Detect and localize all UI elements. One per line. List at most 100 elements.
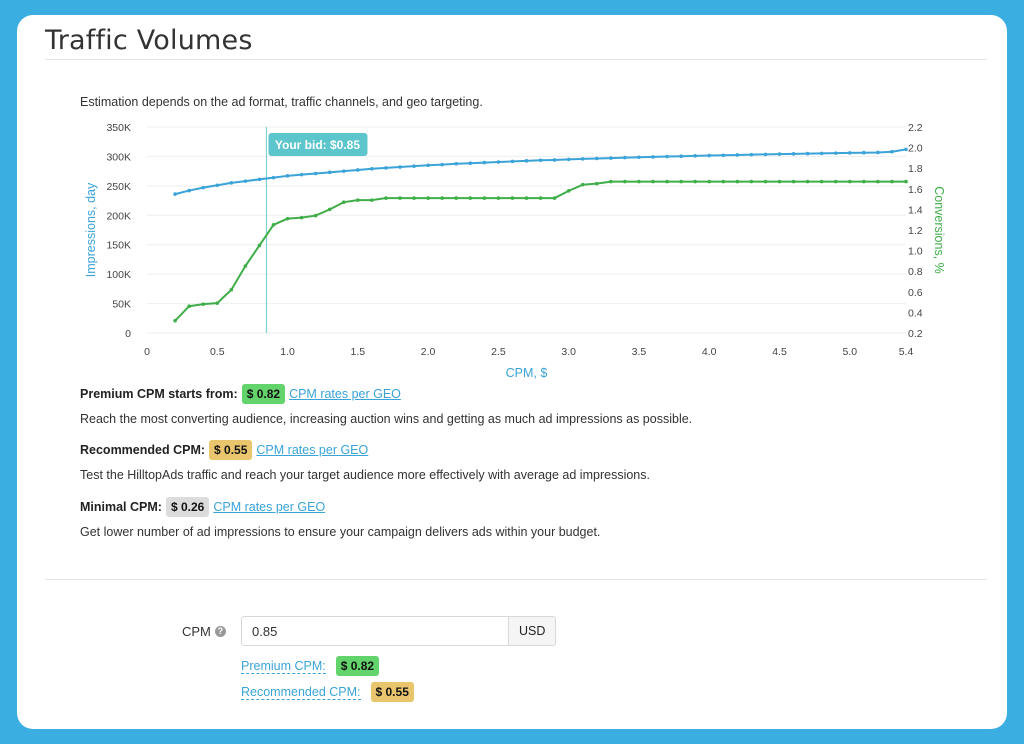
- help-icon[interactable]: ?: [214, 626, 226, 637]
- y-right-tick-label: 1.0: [908, 246, 923, 258]
- conversions-point: [721, 179, 726, 184]
- conversions-point: [538, 196, 543, 200]
- impressions-point: [679, 154, 683, 158]
- impressions-point: [187, 188, 191, 193]
- conversions-point: [862, 179, 866, 184]
- x-tick-label: 2.0: [421, 346, 436, 358]
- traffic-chart: 0 50K 100K 150K 200K 250K 300K 350K 0.2 0.4 0.6 0.8…: [84, 122, 946, 380]
- impressions-point: [496, 160, 501, 164]
- x-tick-label: 1.0: [280, 346, 295, 358]
- impressions-point: [299, 172, 304, 177]
- premium-cpm-block: Premium CPM starts from: $ 0.82 CPM rate…: [80, 384, 692, 426]
- conversions-point: [327, 207, 332, 212]
- conversions-point: [510, 196, 515, 200]
- y-left-tick-label: 300K: [106, 151, 131, 163]
- conversions-point: [187, 304, 191, 309]
- impressions-point: [524, 159, 529, 163]
- impressions-point: [215, 183, 220, 188]
- conversions-point: [243, 264, 248, 268]
- y-right-tick-label: 0.4: [908, 307, 923, 319]
- y-right-tick-label: 0.2: [908, 328, 923, 340]
- y-right-tick-label: 2.2: [908, 122, 923, 134]
- estimation-description: Estimation depends on the ad format, tra…: [80, 95, 483, 109]
- impressions-point: [651, 155, 655, 159]
- cpm-label-text: CPM: [182, 624, 211, 639]
- impressions-point: [580, 157, 585, 161]
- x-tick-label: 1.5: [351, 346, 366, 358]
- premium-cpm-text: Reach the most converting audience, incr…: [80, 412, 693, 426]
- y-right-tick-label: 1.8: [908, 163, 923, 175]
- x-tick-label: 3.0: [561, 346, 576, 358]
- recommended-cpm-geo-link[interactable]: CPM rates per GEO: [256, 443, 369, 457]
- impressions-point: [327, 170, 332, 175]
- impressions-point: [538, 158, 543, 163]
- cpm-input-group: USD: [241, 616, 557, 646]
- x-tick-label: 2.5: [491, 346, 506, 358]
- conversions-point: [524, 196, 529, 200]
- recommended-cpm-hint-link[interactable]: Recommended CPM:: [241, 684, 361, 700]
- conversions-point: [679, 179, 683, 184]
- y-left-tick-label: 100K: [106, 269, 131, 281]
- conversions-point: [876, 179, 880, 184]
- conversions-point: [313, 213, 318, 218]
- impressions-point: [313, 171, 318, 176]
- conversions-point: [791, 179, 796, 184]
- impressions-point: [468, 161, 473, 165]
- impressions-point: [173, 192, 177, 196]
- y-left-tick-label: 250K: [106, 181, 131, 193]
- conversions-point: [594, 181, 599, 186]
- x-tick-label: 5.0: [842, 346, 857, 358]
- conversions-point: [609, 179, 613, 184]
- x-axis-label: CPM, $: [506, 366, 548, 380]
- impressions-point: [566, 157, 571, 162]
- x-tick-label: 0: [144, 346, 150, 358]
- recommended-cpm-badge: $ 0.55: [209, 440, 253, 460]
- y-right-axis-label: Conversions, %: [932, 186, 946, 274]
- conversions-point: [580, 182, 585, 187]
- y-left-tick-label: 0: [125, 328, 131, 340]
- conversions-point: [749, 179, 754, 184]
- minimal-cpm-geo-link[interactable]: CPM rates per GEO: [213, 500, 326, 514]
- impressions-point: [749, 152, 754, 157]
- impressions-point: [637, 155, 641, 160]
- x-tick-label: 5.4: [899, 346, 914, 358]
- impressions-point: [890, 149, 894, 154]
- conversions-point: [904, 179, 908, 184]
- bid-tag: [268, 133, 368, 156]
- minimal-cpm-title: Minimal CPM:: [80, 500, 162, 514]
- y-left-axis-label: Impressions, day: [84, 182, 98, 277]
- premium-cpm-hint-link[interactable]: Premium CPM:: [241, 658, 326, 674]
- impressions-point: [791, 152, 796, 156]
- impressions-point: [847, 151, 852, 155]
- impressions-point: [707, 153, 712, 158]
- bid-tag-label: Your bid: $0.85: [275, 138, 360, 152]
- title-divider: [45, 59, 987, 60]
- conversions-point: [440, 196, 444, 200]
- conversions-point: [468, 196, 473, 200]
- section-divider: [45, 579, 987, 580]
- y-right-tick-label: 1.2: [908, 225, 923, 237]
- impressions-point: [229, 181, 234, 185]
- conversions-point: [805, 179, 810, 184]
- premium-cpm-geo-link[interactable]: CPM rates per GEO: [289, 387, 401, 401]
- conversions-point: [215, 301, 220, 305]
- conversions-point: [398, 196, 402, 200]
- conversions-point: [370, 198, 374, 202]
- impressions-point: [341, 169, 346, 173]
- impressions-point: [243, 179, 248, 183]
- premium-cpm-hint: Premium CPM: $ 0.82: [241, 656, 380, 676]
- conversions-point: [257, 243, 262, 248]
- conversions-point: [285, 216, 290, 221]
- conversions-point: [890, 179, 894, 184]
- conversions-point: [356, 198, 360, 202]
- impressions-point: [271, 175, 276, 180]
- minimal-cpm-block: Minimal CPM: $ 0.26 CPM rates per GEO Ge…: [80, 497, 600, 539]
- recommended-cpm-text: Test the HilltopAds traffic and reach yo…: [80, 468, 650, 482]
- y-left-tick-label: 150K: [106, 240, 131, 252]
- impressions-point: [412, 164, 416, 168]
- conversions-point: [623, 179, 627, 184]
- cpm-input[interactable]: [241, 616, 509, 646]
- y-left-tick-label: 350K: [106, 122, 131, 134]
- y-left-tick-label: 50K: [112, 299, 131, 311]
- conversions-point: [707, 179, 712, 184]
